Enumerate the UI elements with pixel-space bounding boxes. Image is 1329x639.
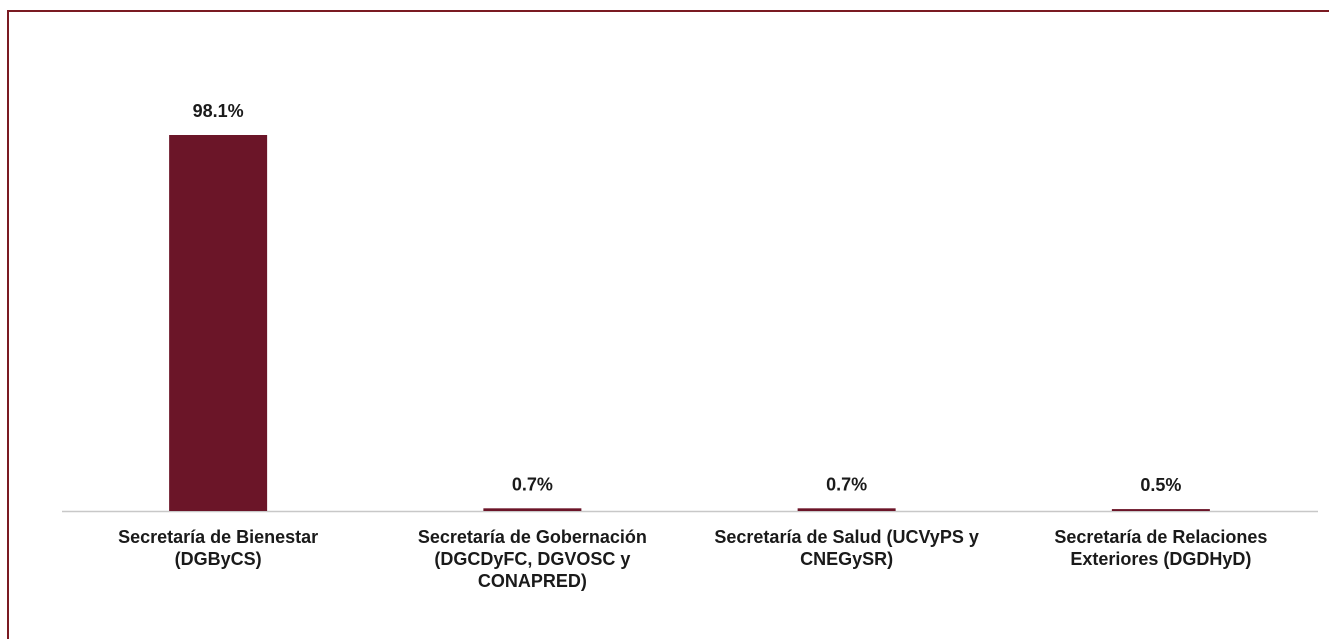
data-label: 0.5% [1140,475,1181,495]
bar [1111,509,1210,511]
data-label: 0.7% [826,474,867,494]
bar [483,508,582,511]
data-label: 98.1% [193,101,244,121]
x-tick-label: Secretaría de Salud (UCVyPS y CNEGySR) [714,527,979,569]
x-tick-label: Secretaría de Relaciones Exteriores (DGD… [1054,527,1268,569]
x-tick-label: Secretaría de Bienestar (DGByCS) [118,527,319,569]
bar [797,508,896,511]
data-label: 0.7% [512,474,553,494]
frame-border [7,10,1329,639]
x-tick-label: Secretaría de Gobernación (DGCDyFC, DGVO… [417,527,647,591]
bar [169,135,268,511]
